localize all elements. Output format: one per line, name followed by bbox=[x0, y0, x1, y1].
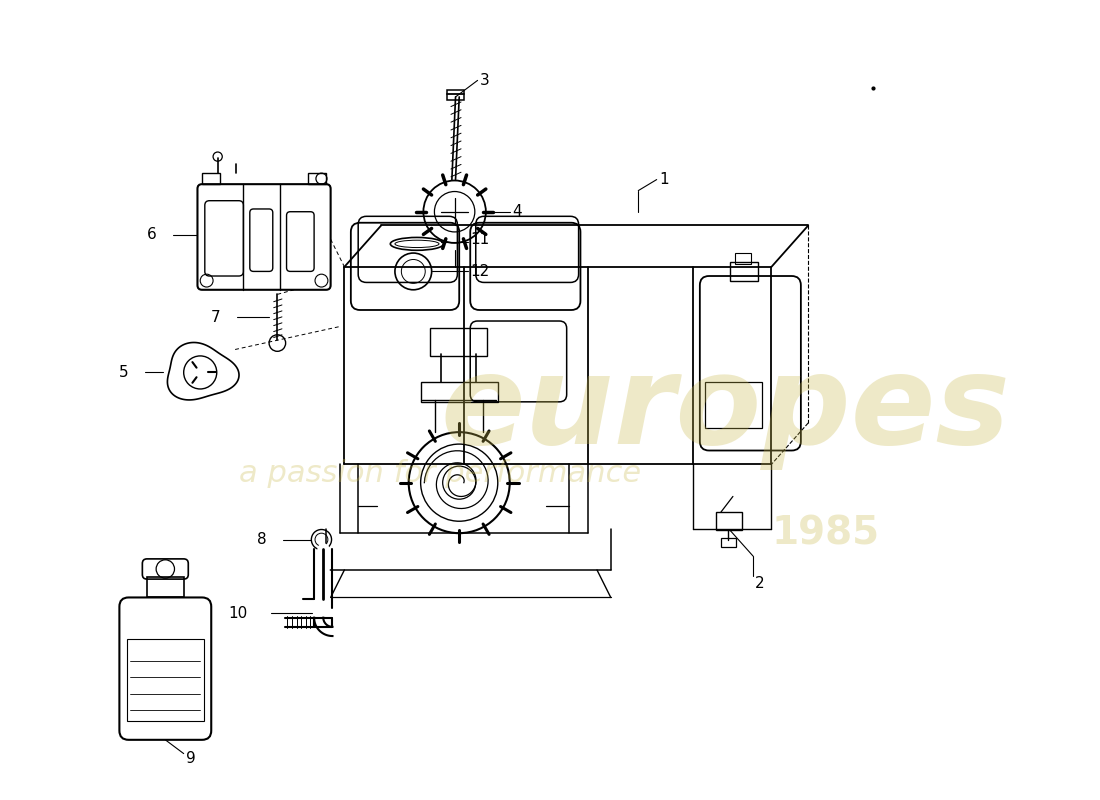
Bar bbox=[430, 328, 487, 356]
Text: 6: 6 bbox=[146, 227, 156, 242]
Bar bbox=[720, 538, 736, 547]
Text: a passion for performance: a passion for performance bbox=[239, 459, 641, 488]
Text: 1985: 1985 bbox=[771, 514, 880, 552]
Text: 2: 2 bbox=[755, 576, 764, 591]
Text: 8: 8 bbox=[256, 532, 266, 547]
Text: europes: europes bbox=[441, 349, 1011, 470]
Text: 12: 12 bbox=[470, 264, 490, 279]
Text: 7: 7 bbox=[211, 310, 220, 325]
Text: 11: 11 bbox=[470, 232, 490, 246]
Text: 5: 5 bbox=[119, 365, 129, 380]
Bar bbox=[448, 90, 464, 100]
Bar bbox=[147, 578, 184, 598]
Bar bbox=[705, 382, 762, 427]
Bar bbox=[202, 173, 220, 184]
Bar bbox=[716, 512, 742, 530]
Text: 1: 1 bbox=[659, 172, 669, 187]
Text: 9: 9 bbox=[186, 750, 196, 766]
Bar bbox=[420, 382, 498, 402]
Bar bbox=[126, 638, 204, 722]
Text: 4: 4 bbox=[513, 204, 522, 219]
Bar bbox=[730, 262, 758, 281]
Text: 3: 3 bbox=[480, 73, 490, 88]
Bar bbox=[308, 173, 326, 184]
Bar bbox=[735, 253, 751, 264]
Text: 10: 10 bbox=[229, 606, 248, 621]
